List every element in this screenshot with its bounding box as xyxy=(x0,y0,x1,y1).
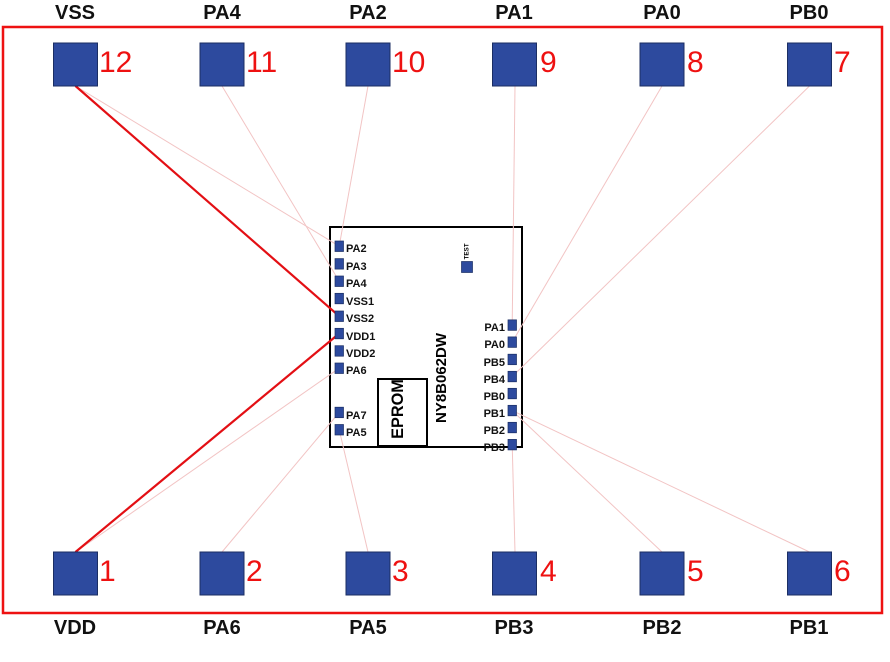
svg-text:EPROM: EPROM xyxy=(389,379,407,439)
svg-text:TEST: TEST xyxy=(464,243,471,259)
svg-text:NY8B062DW: NY8B062DW xyxy=(433,332,450,423)
